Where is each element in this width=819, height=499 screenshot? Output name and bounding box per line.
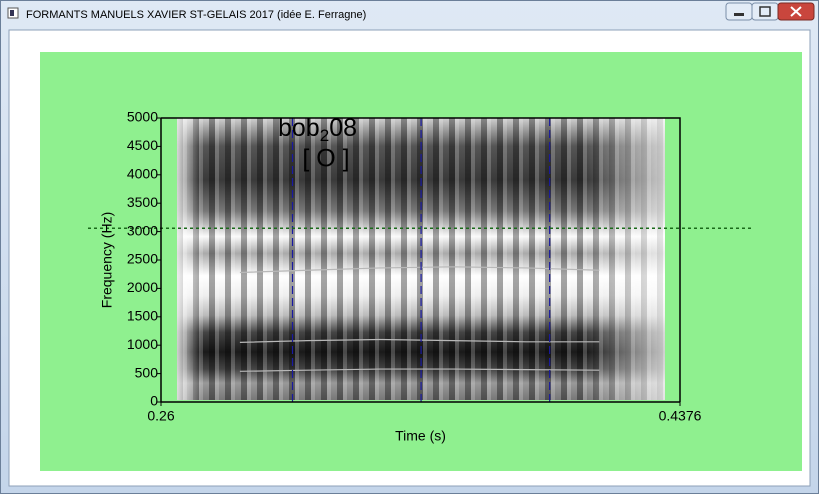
x-tick-label: 0.4376 [659,408,702,424]
y-tick-label: 2500 [127,251,158,267]
annotation: [ O ] [302,145,349,173]
y-axis-label: Frequency (Hz) [99,212,115,308]
y-tick-label: 5000 [127,109,158,125]
y-tick-label: 3500 [127,194,158,210]
formant-track [239,368,600,372]
formant-track [239,338,600,343]
y-tick-label: 4000 [127,166,158,182]
y-tick-label: 1000 [127,336,158,352]
maximize-button[interactable] [751,2,779,21]
y-tick-label: 2000 [127,279,158,295]
formant-track [239,266,600,274]
y-tick-label: 4500 [127,137,158,153]
minimize-button[interactable] [725,2,753,21]
y-tick-label: 500 [135,364,159,380]
window-title: FORMANTS MANUELS XAVIER ST-GELAIS 2017 (… [26,9,366,21]
x-axis-label: Time (s) [395,428,446,444]
minimize-icon [734,13,744,16]
title-text: bob [278,114,320,142]
title-suffix: 08 [329,114,357,142]
maximize-icon [759,6,771,17]
x-tick-label: 0.26 [147,408,174,424]
window-icon-mark [10,10,14,16]
close-icon [790,6,802,17]
title-subscript: 2 [320,126,329,145]
y-tick-label: 1500 [127,308,158,324]
y-tick-label: 3000 [127,222,158,238]
chart-title: bob208 [278,114,357,146]
y-tick-label: 0 [150,393,158,409]
